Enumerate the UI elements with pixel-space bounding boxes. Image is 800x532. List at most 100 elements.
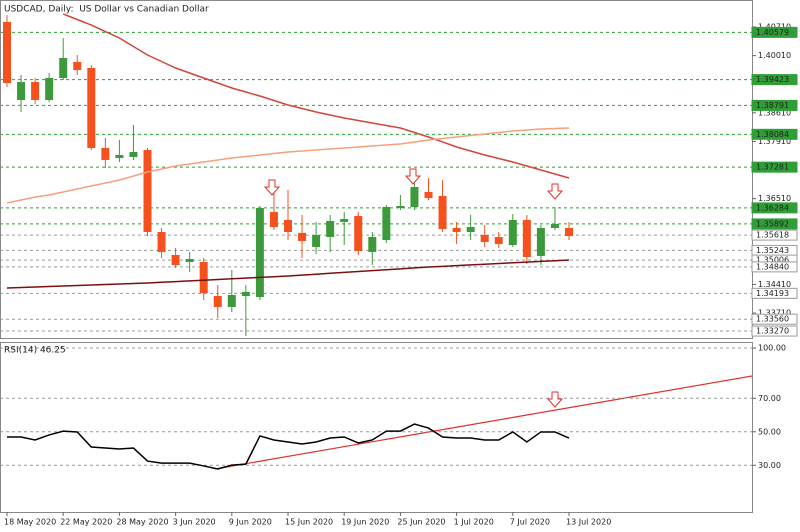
candle-body bbox=[45, 78, 54, 100]
candle-body bbox=[368, 236, 377, 252]
x-tick-label: 1 Jul 2020 bbox=[454, 518, 494, 527]
candle-body bbox=[326, 221, 335, 237]
level-label: 1.34193 bbox=[756, 289, 789, 298]
candle-body bbox=[241, 291, 250, 296]
candle-body bbox=[31, 82, 40, 100]
candle-body bbox=[522, 219, 531, 258]
candle-body bbox=[284, 219, 292, 232]
level-label: 1.35618 bbox=[756, 231, 789, 240]
candle-body bbox=[452, 227, 461, 232]
candle-body bbox=[466, 227, 475, 232]
candle-body bbox=[199, 261, 208, 294]
y-tick-label: 70.00 bbox=[758, 394, 781, 403]
arrow bbox=[546, 391, 564, 408]
candle-body bbox=[115, 155, 124, 158]
candle-body bbox=[87, 68, 96, 149]
rsi-panel bbox=[0, 342, 753, 513]
x-tick-label: 19 Jun 2020 bbox=[341, 518, 389, 527]
x-tick-label: 15 Jun 2020 bbox=[285, 518, 333, 527]
y-tick-label: 30.00 bbox=[758, 461, 781, 470]
rsi-title: RSI(14) 46.25 bbox=[4, 346, 66, 356]
candle-body bbox=[382, 206, 391, 241]
level-label: 1.40579 bbox=[756, 28, 789, 37]
candle-body bbox=[494, 236, 503, 245]
level-box bbox=[751, 128, 798, 140]
level-box bbox=[751, 26, 798, 38]
candle-body bbox=[312, 234, 321, 247]
level-label: 1.34840 bbox=[756, 262, 789, 271]
line bbox=[6, 259, 570, 289]
level-box bbox=[751, 313, 798, 325]
level-box bbox=[751, 99, 798, 111]
level-box bbox=[751, 229, 798, 241]
level-box bbox=[751, 218, 798, 230]
level-label: 1.35892 bbox=[756, 219, 789, 228]
line bbox=[7, 423, 570, 470]
candle-body bbox=[143, 149, 152, 232]
x-tick-label: 3 Jun 2020 bbox=[173, 518, 216, 527]
candle-body bbox=[550, 223, 559, 228]
candle-body bbox=[171, 255, 180, 266]
x-tick-label: 9 Jun 2020 bbox=[229, 518, 272, 527]
candle-body bbox=[185, 259, 194, 262]
level-label: 1.33270 bbox=[756, 327, 789, 336]
candle-body bbox=[255, 208, 264, 298]
level-box bbox=[751, 202, 798, 214]
rsi-plot bbox=[1, 347, 752, 470]
y-tick-label: 50.00 bbox=[758, 427, 781, 436]
level-box bbox=[751, 325, 798, 337]
y-tick-label: 1.37910 bbox=[758, 137, 791, 146]
x-tick-label: 18 May 2020 bbox=[4, 518, 56, 527]
candle-body bbox=[410, 187, 419, 207]
candle-body bbox=[508, 219, 517, 245]
chart-title: USDCAD, Daily: US Dollar vs Canadian Dol… bbox=[4, 5, 209, 15]
candle-body bbox=[213, 295, 222, 307]
y-tick-label: 1.40010 bbox=[758, 51, 791, 60]
candle-body bbox=[480, 234, 489, 242]
arrows bbox=[263, 168, 564, 408]
candle-body bbox=[438, 195, 447, 230]
y-tick-label: 100.00 bbox=[758, 344, 786, 353]
level-label: 1.37281 bbox=[756, 163, 789, 172]
level-label: 1.33560 bbox=[756, 315, 789, 324]
main-panel bbox=[0, 0, 753, 339]
candle-body bbox=[536, 227, 545, 256]
level-label: 1.35243 bbox=[756, 246, 789, 255]
candle-body bbox=[17, 82, 26, 100]
candle-body bbox=[73, 61, 82, 71]
level-label: 1.35006 bbox=[756, 256, 789, 265]
x-tick-label: 13 Jul 2020 bbox=[566, 518, 611, 527]
arrow bbox=[404, 168, 422, 185]
x-tick-label: 7 Jul 2020 bbox=[510, 518, 550, 527]
line bbox=[6, 127, 570, 204]
x-tick-label: 28 May 2020 bbox=[116, 518, 168, 527]
arrow bbox=[263, 179, 281, 196]
axes: 1.407101.400101.386101.379101.365101.344… bbox=[4, 23, 798, 527]
line bbox=[62, 13, 570, 179]
main-plot bbox=[1, 13, 752, 336]
candle-body bbox=[101, 148, 110, 160]
candle-body bbox=[298, 232, 307, 241]
candle-body bbox=[157, 231, 166, 252]
trend-line bbox=[214, 375, 752, 470]
candle-body bbox=[3, 21, 11, 83]
candle-body bbox=[59, 57, 68, 79]
candle-body bbox=[396, 206, 405, 209]
level-label: 1.38084 bbox=[756, 130, 789, 139]
level-box bbox=[751, 261, 798, 273]
candle-body bbox=[227, 295, 236, 307]
x-tick-label: 25 Jun 2020 bbox=[397, 518, 445, 527]
y-tick-label: 1.38610 bbox=[758, 108, 791, 117]
level-box bbox=[751, 161, 798, 173]
candle-body bbox=[340, 218, 349, 222]
x-tick-label: 22 May 2020 bbox=[60, 518, 112, 527]
arrow bbox=[546, 183, 564, 200]
y-tick-label: 1.34410 bbox=[758, 280, 791, 289]
y-tick-label: 1.36510 bbox=[758, 194, 791, 203]
candle-body bbox=[129, 151, 138, 158]
level-label: 1.39423 bbox=[756, 75, 789, 84]
candle-body bbox=[269, 212, 278, 228]
level-box bbox=[751, 74, 798, 86]
